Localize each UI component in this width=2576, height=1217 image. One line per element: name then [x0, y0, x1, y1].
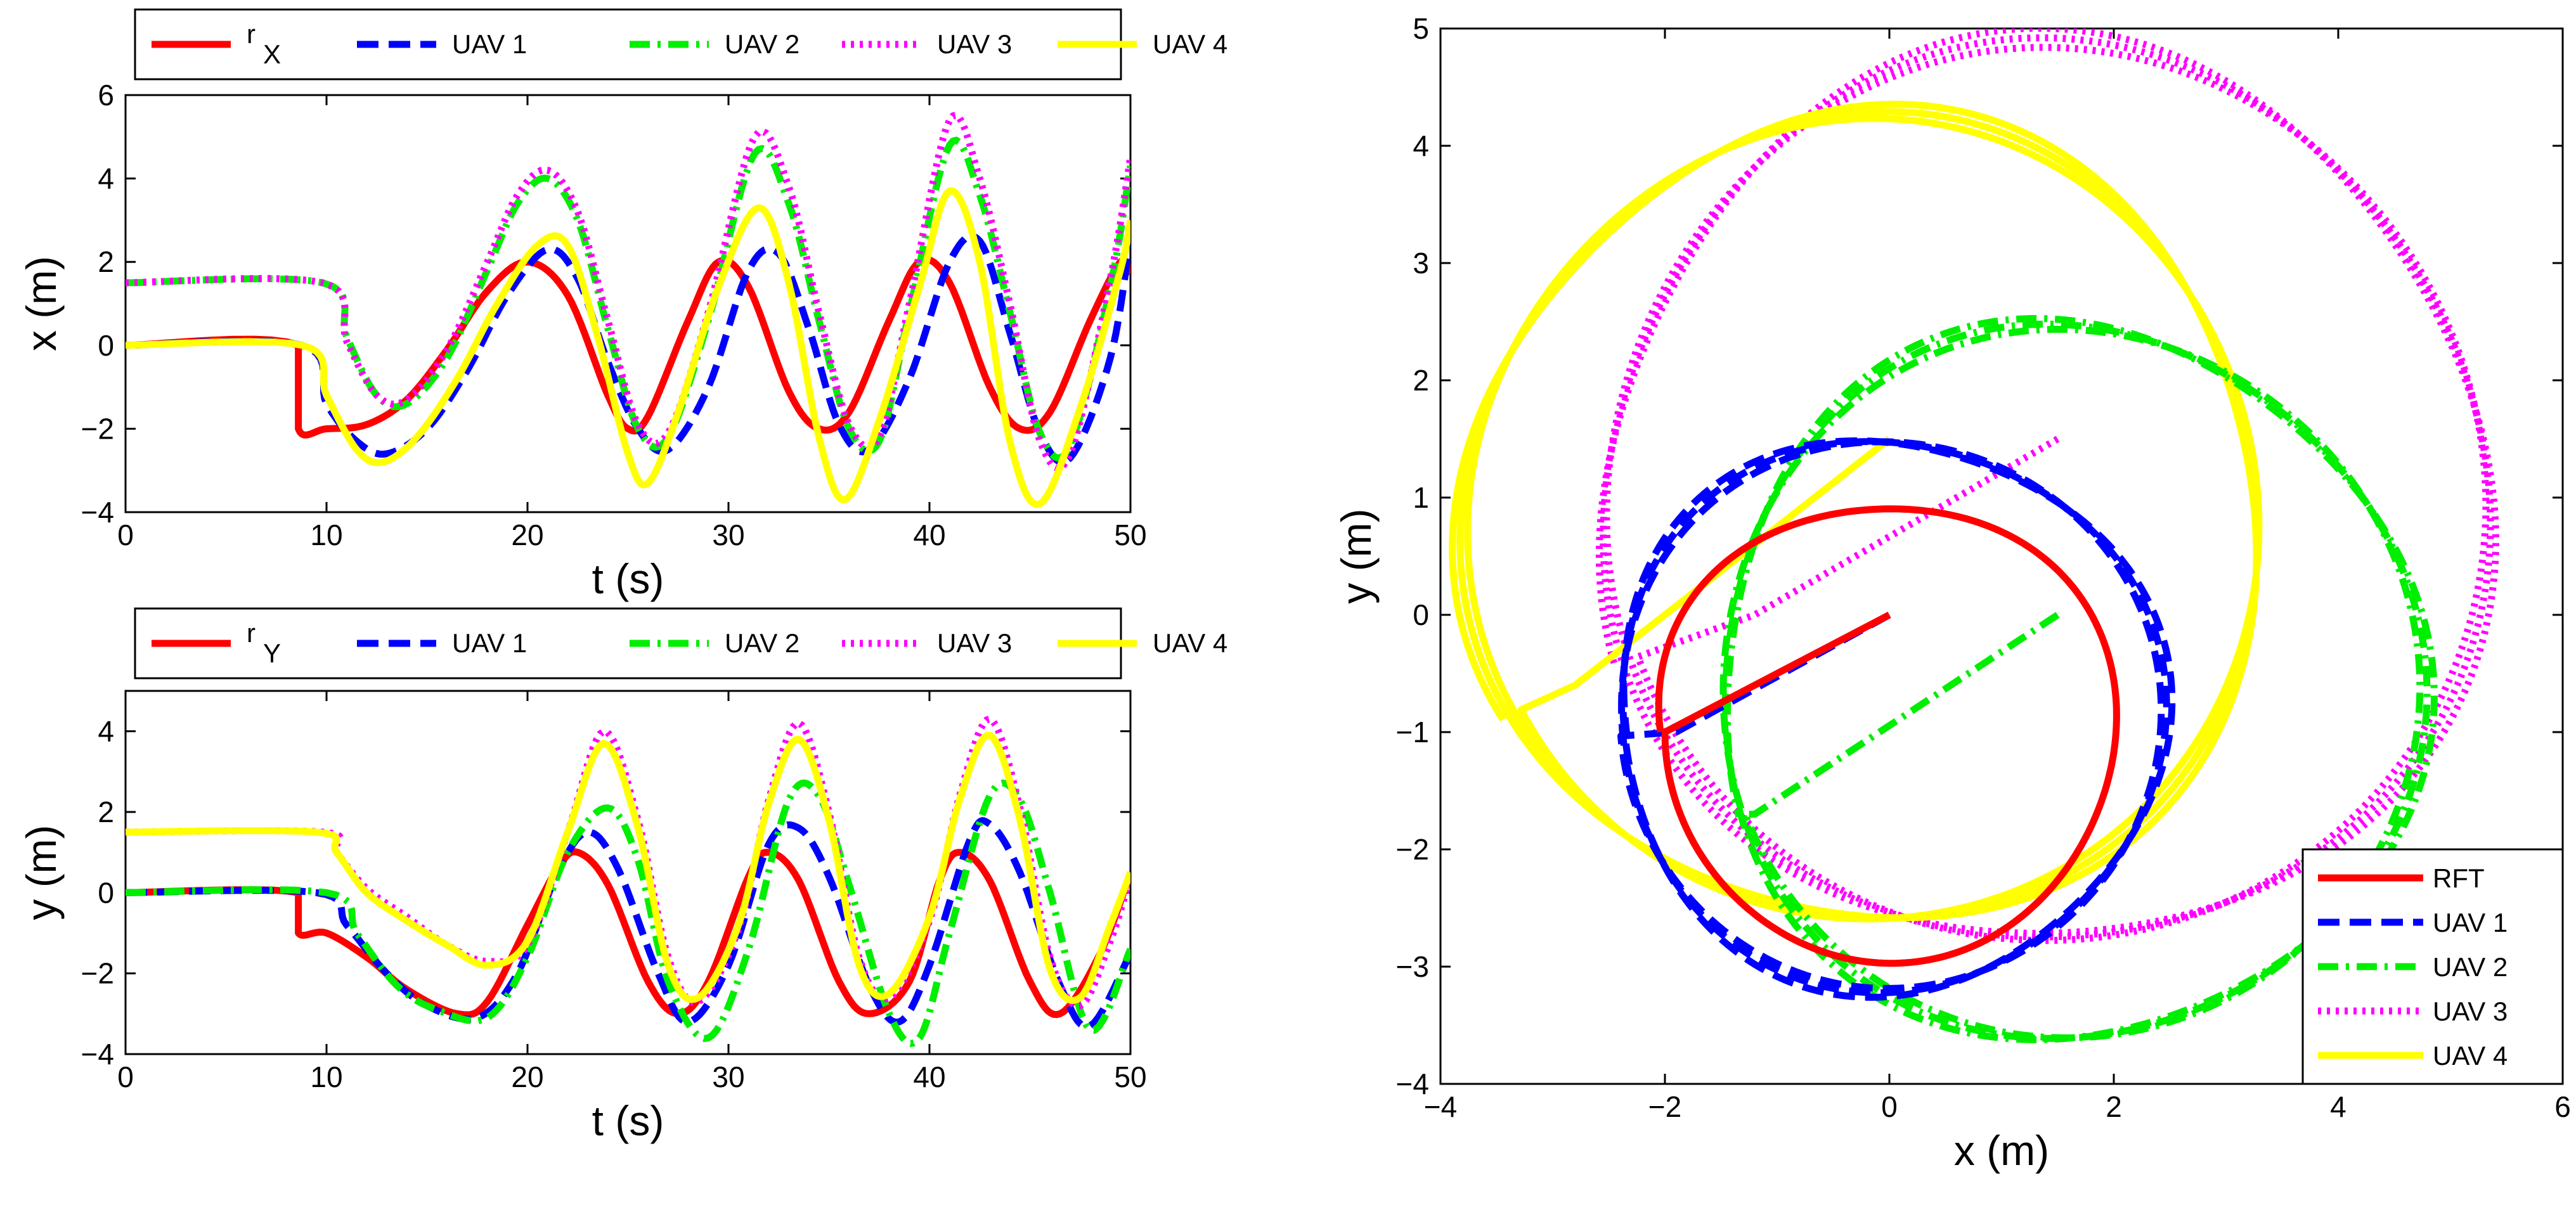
legend-label-subscript: X — [263, 39, 281, 69]
series-line-uav-4 — [126, 731, 1130, 1004]
y-tick-label: −4 — [1396, 1067, 1429, 1100]
trajectory-uav-3 — [1595, 29, 2499, 944]
x-tick-label: 2 — [2106, 1090, 2122, 1123]
legend-label: UAV 1 — [452, 29, 527, 59]
x-tick-label: 30 — [712, 1060, 744, 1093]
trajectory-rft — [1655, 505, 2120, 967]
y-tick-label: 2 — [1413, 364, 1429, 397]
legend-label: UAV 2 — [725, 628, 799, 658]
series-group — [126, 112, 1130, 508]
x-tick-label: −4 — [1424, 1090, 1457, 1123]
x-axis-label: t (s) — [592, 1097, 664, 1144]
legend-label: UAV 4 — [2433, 1041, 2508, 1071]
x-tick-label: 0 — [117, 518, 134, 551]
trajectory-uav-1 — [1617, 437, 2176, 1001]
y-tick-label: 0 — [1413, 598, 1429, 631]
legend-label: r — [247, 618, 256, 648]
y-tick-label: 2 — [98, 795, 114, 828]
plot-xy-trajectory: −4 −2 0 2 4 6 −4 −3 −2 −1 0 1 2 3 4 5 x (m) y (m) RFT UAV 1… — [1333, 12, 2571, 1174]
plot-x-vs-t: 0 10 20 30 40 50 −4 −2 0 2 4 6 t (s) x (m) rX UAV 1 UAV … — [18, 8, 1227, 602]
y-tick-label: 5 — [1413, 12, 1429, 45]
legend-label: UAV 3 — [937, 628, 1012, 658]
y-tick-label: −2 — [81, 957, 114, 990]
legend-label: UAV 2 — [2433, 952, 2508, 982]
legend-label: RFT — [2433, 863, 2485, 893]
legend-label: UAV 1 — [2433, 908, 2508, 937]
legend-label: UAV 1 — [452, 628, 527, 658]
y-tick-label: 4 — [1413, 129, 1429, 162]
legend-label: UAV 3 — [2433, 996, 2508, 1026]
x-tick-label: 50 — [1114, 1060, 1146, 1093]
legend-label: UAV 4 — [1153, 628, 1227, 658]
x-tick-label: 20 — [511, 1060, 543, 1093]
trajectory-uav-4 — [1449, 100, 2263, 923]
y-tick-label: −2 — [81, 412, 114, 445]
x-tick-label: −2 — [1648, 1090, 1681, 1123]
legend-label: UAV 4 — [1153, 29, 1227, 59]
series-line-r — [126, 256, 1130, 439]
series-line-uav-1 — [126, 232, 1130, 466]
y-tick-label: 0 — [98, 329, 114, 362]
y-tick-label: −3 — [1396, 950, 1429, 983]
legend-label: UAV 3 — [937, 29, 1012, 59]
x-tick-label: 40 — [913, 1060, 945, 1093]
plot-y-vs-t: 0 10 20 30 40 50 −4 −2 0 2 4 t (s) y (m) rY UAV 1 UAV 2… — [18, 607, 1227, 1144]
x-tick-label: 0 — [1881, 1090, 1898, 1123]
y-tick-label: 2 — [98, 245, 114, 278]
y-tick-label: 4 — [98, 162, 114, 195]
y-tick-label: −4 — [81, 1038, 114, 1071]
legend-label-subscript: Y — [263, 638, 281, 668]
y-tick-label: 0 — [98, 876, 114, 909]
y-tick-label: −2 — [1396, 833, 1429, 866]
trajectory-uav-2 — [1719, 315, 2438, 1043]
x-tick-label: 6 — [2554, 1090, 2571, 1123]
y-tick-label: 3 — [1413, 247, 1429, 280]
y-axis-label: x (m) — [18, 256, 65, 351]
y-tick-label: −4 — [81, 496, 114, 529]
x-tick-label: 30 — [712, 518, 744, 551]
x-tick-label: 0 — [117, 1060, 134, 1093]
x-tick-label: 20 — [511, 518, 543, 551]
series-line-uav-4 — [126, 187, 1130, 508]
x-axis-label: t (s) — [592, 555, 664, 602]
x-tick-label: 40 — [913, 518, 945, 551]
x-axis-label: x (m) — [1954, 1127, 2049, 1174]
y-tick-label: 4 — [98, 715, 114, 748]
legend-label: UAV 2 — [725, 29, 799, 59]
y-axis-label: y (m) — [18, 825, 65, 920]
y-tick-label: 1 — [1413, 481, 1429, 514]
series-line-uav-2 — [126, 779, 1130, 1047]
x-tick-label: 50 — [1114, 518, 1146, 551]
x-tick-label: 4 — [2330, 1090, 2346, 1123]
x-tick-label: 10 — [310, 1060, 342, 1093]
legend-label: r — [247, 19, 256, 49]
legend-box — [134, 8, 1122, 80]
y-tick-label: −1 — [1396, 716, 1429, 749]
legend-box — [134, 607, 1122, 679]
y-axis-label: y (m) — [1333, 508, 1380, 603]
x-tick-label: 10 — [310, 518, 342, 551]
y-tick-label: 6 — [98, 79, 114, 112]
series-group — [1449, 29, 2499, 1043]
series-group — [126, 716, 1130, 1047]
